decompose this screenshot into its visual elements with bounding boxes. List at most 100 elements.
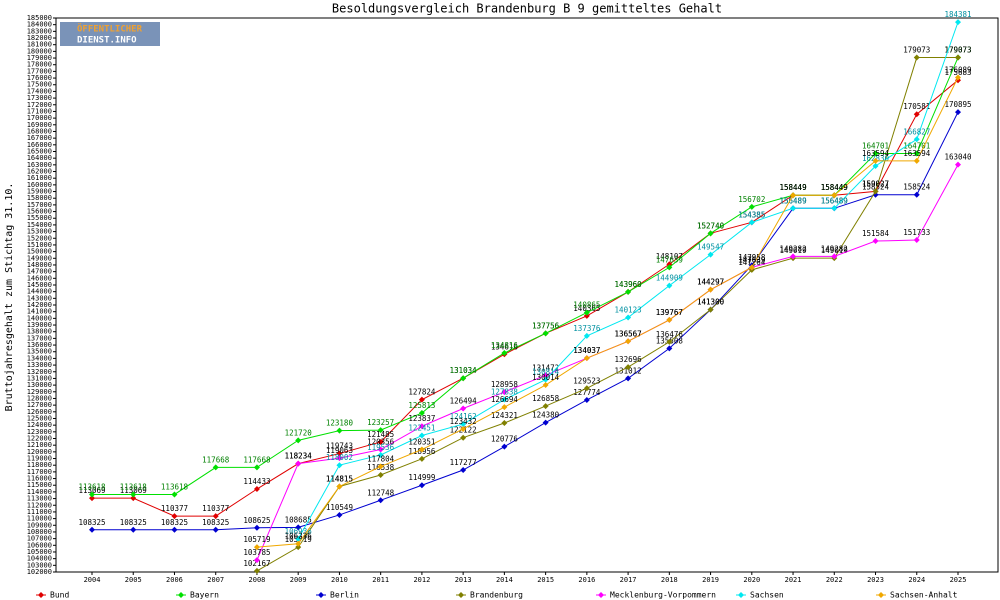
data-point: [748, 203, 755, 210]
data-point: [253, 544, 260, 551]
y-tick-label: 111000: [27, 508, 52, 516]
y-tick-label: 182000: [27, 34, 52, 42]
value-label: 170895: [944, 100, 971, 109]
value-label: 152740: [697, 221, 725, 230]
data-point: [212, 513, 219, 520]
y-tick-label: 149000: [27, 254, 52, 262]
value-label: 129523: [573, 376, 600, 385]
y-tick-label: 184000: [27, 21, 52, 29]
legend-label: Berlin: [330, 591, 359, 600]
value-label: 110377: [202, 504, 229, 513]
data-point: [460, 421, 467, 428]
value-label: 170581: [903, 102, 930, 111]
value-label: 120356: [367, 437, 395, 446]
data-point: [666, 345, 673, 352]
data-point: [666, 282, 673, 289]
y-tick-label: 170000: [27, 114, 52, 122]
data-point: [460, 434, 467, 441]
y-tick-label: 134000: [27, 354, 52, 362]
value-label: 158449: [780, 183, 807, 192]
data-point: [583, 309, 590, 316]
data-point: [872, 238, 879, 245]
value-label: 159027: [862, 179, 889, 188]
data-point: [583, 312, 590, 319]
value-label: 158449: [821, 183, 848, 192]
value-label: 140365: [573, 304, 600, 313]
legend-marker: [458, 592, 464, 598]
x-tick-label: 2018: [661, 576, 678, 584]
value-label: 158449: [821, 183, 848, 192]
value-label: 102167: [243, 559, 270, 568]
x-tick-label: 2021: [785, 576, 802, 584]
data-point: [418, 432, 425, 439]
x-tick-label: 2020: [743, 576, 760, 584]
data-point: [790, 205, 797, 212]
value-label: 147639: [738, 255, 765, 264]
value-label: 166827: [903, 127, 930, 136]
value-label: 108325: [161, 518, 188, 527]
value-label: 144297: [697, 278, 724, 287]
x-tick-label: 2012: [413, 576, 430, 584]
legend-marker: [878, 592, 884, 598]
data-point: [295, 437, 302, 444]
value-label: 141300: [697, 298, 725, 307]
data-point: [625, 375, 632, 382]
y-tick-label: 154000: [27, 221, 52, 229]
value-label: 147264: [738, 258, 766, 267]
value-label: 151733: [903, 228, 930, 237]
y-tick-label: 180000: [27, 47, 52, 55]
legend-label: Bund: [50, 591, 69, 600]
data-point: [377, 438, 384, 445]
value-label: 141300: [697, 298, 725, 307]
data-point: [542, 419, 549, 426]
series: 105719 106236 114815 117804 120351 123432 1266…: [243, 65, 972, 551]
x-tick-label: 2004: [84, 576, 101, 584]
y-tick-label: 128000: [27, 394, 52, 402]
y-tick-label: 135000: [27, 348, 52, 356]
value-label: 184381: [944, 10, 971, 19]
value-label: 152740: [697, 221, 725, 230]
y-tick-label: 147000: [27, 268, 52, 276]
value-label: 117668: [202, 455, 230, 464]
legend-marker: [318, 592, 324, 598]
data-point: [377, 427, 384, 434]
x-tick-label: 2019: [702, 576, 719, 584]
y-tick-label: 146000: [27, 274, 52, 282]
y-tick-label: 119000: [27, 455, 52, 463]
value-label: 147639: [656, 255, 683, 264]
y-tick-label: 118000: [27, 461, 52, 469]
legend-label: Brandenburg: [470, 591, 523, 600]
y-tick-label: 156000: [27, 208, 52, 216]
data-point: [130, 495, 137, 502]
y-tick-label: 106000: [27, 541, 52, 549]
data-point: [336, 462, 343, 469]
data-point: [666, 264, 673, 271]
data-point: [501, 396, 508, 403]
data-point: [171, 513, 178, 520]
data-point: [418, 410, 425, 417]
y-tick-label: 161000: [27, 174, 52, 182]
value-label: 124321: [491, 411, 518, 420]
data-point: [707, 286, 714, 293]
value-label: 127824: [408, 388, 436, 397]
x-tick-label: 2017: [620, 576, 637, 584]
value-label: 131034: [450, 366, 478, 375]
y-tick-label: 167000: [27, 134, 52, 142]
y-tick-label: 103000: [27, 561, 52, 569]
data-point: [336, 511, 343, 518]
value-label: 113618: [161, 482, 189, 491]
value-label: 114815: [326, 474, 353, 483]
value-label: 125813: [408, 401, 435, 410]
data-point: [625, 364, 632, 371]
y-tick-label: 115000: [27, 481, 52, 489]
value-label: 164701: [903, 141, 930, 150]
y-tick-label: 143000: [27, 294, 52, 302]
data-point: [913, 237, 920, 244]
y-tick-label: 150000: [27, 248, 52, 256]
y-tick-label: 162000: [27, 168, 52, 176]
y-tick-label: 136000: [27, 341, 52, 349]
legend-marker: [598, 592, 604, 598]
data-point: [295, 460, 302, 467]
data-point: [212, 526, 219, 533]
